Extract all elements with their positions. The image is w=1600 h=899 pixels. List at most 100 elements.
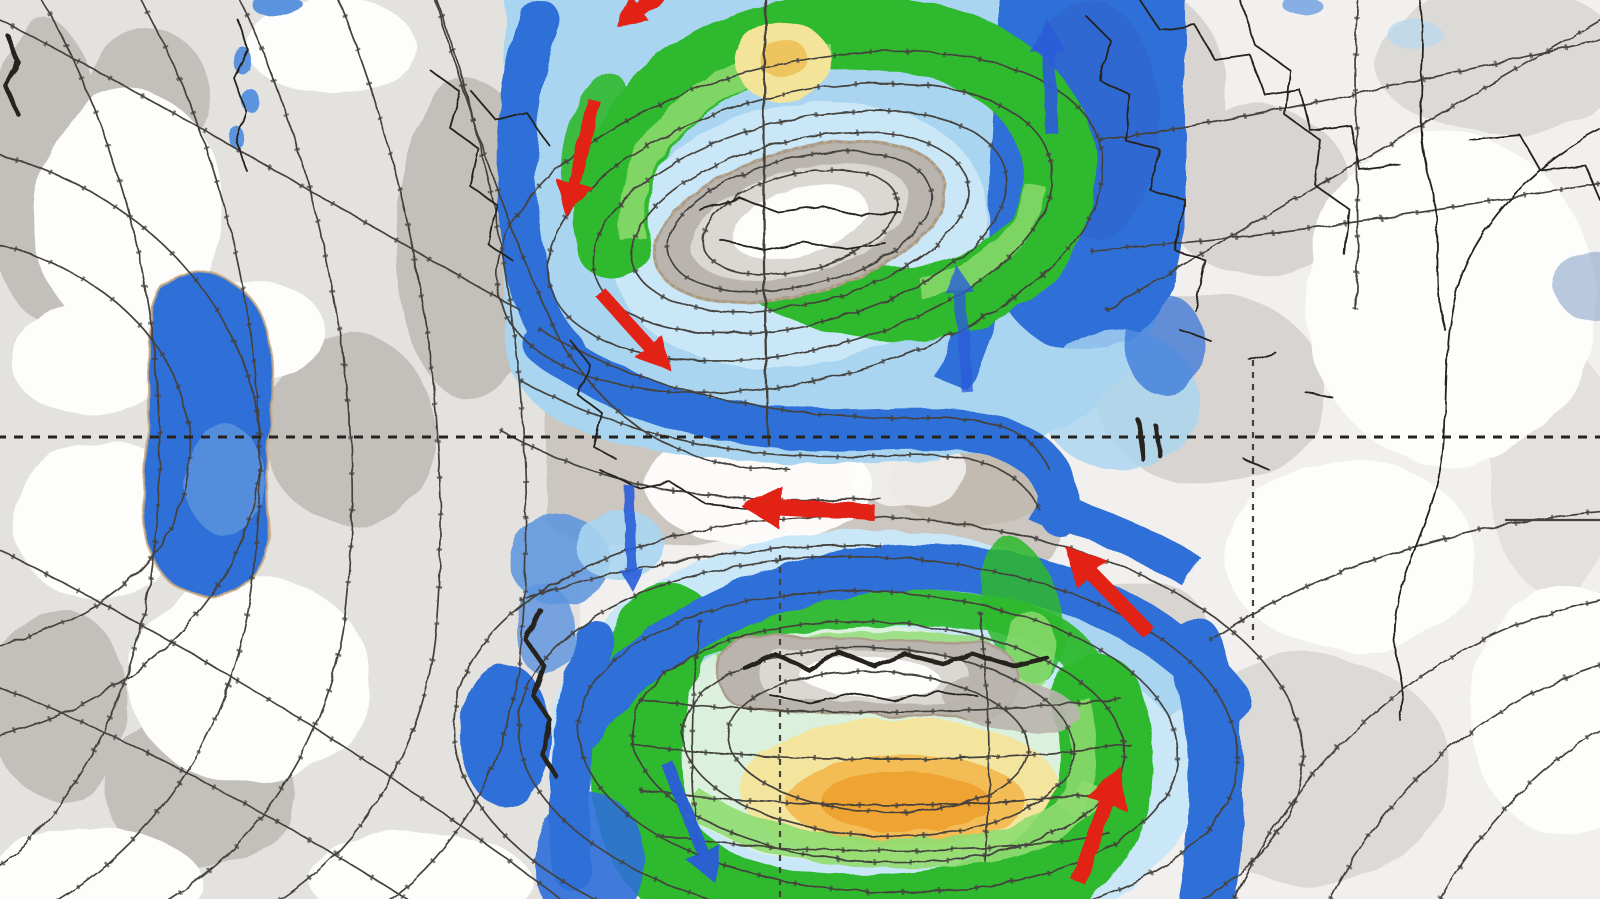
fan-arc <box>1234 599 1600 899</box>
cloud-gap <box>10 305 170 415</box>
vortex-arc-ticks <box>545 80 1055 364</box>
streamline <box>0 0 161 868</box>
streamline <box>0 19 521 311</box>
cloud-gap <box>130 575 370 785</box>
blue-arrow-down-saddle <box>619 483 645 592</box>
vortex-arc-ticks <box>665 149 935 295</box>
interior-line <box>639 789 1121 806</box>
interior-line <box>979 611 990 861</box>
lower-cyclone-orange-core <box>820 772 990 832</box>
streamline <box>0 686 409 899</box>
coastline <box>1419 0 1446 331</box>
lower-cyclone-blue-edge <box>515 585 575 675</box>
right-edge-bluegray <box>1555 250 1600 320</box>
red-arrow-upper-left-down <box>555 98 601 216</box>
vortex-arc-ticks <box>629 618 1127 866</box>
cloud-patch <box>1160 105 1350 275</box>
blue-arrow-up-right-flank <box>1030 20 1066 135</box>
cloud-gap <box>1470 585 1600 835</box>
lower-eye-tail <box>941 676 1081 734</box>
black-coast-marks <box>1135 417 1163 463</box>
streamline <box>1089 182 1600 251</box>
interior-line <box>659 833 1111 852</box>
coastline <box>429 69 513 261</box>
coastline <box>1393 129 1600 721</box>
saddle-left-lightblue <box>575 510 665 580</box>
red-arrow-mid-up-left <box>1066 547 1154 638</box>
streamline <box>1354 0 1359 311</box>
coastline-layer <box>3 0 1600 779</box>
vortex-arc-ticks <box>575 588 1181 896</box>
upper-vortex-axis-line <box>762 0 770 446</box>
streamline <box>0 154 261 736</box>
streamline <box>499 429 881 502</box>
cloud-gap <box>310 832 530 899</box>
coastline <box>1084 14 1206 311</box>
black-coast-marks <box>523 607 559 779</box>
coastline <box>1239 0 1351 256</box>
vortex-arc-ticks <box>590 107 1010 337</box>
streamline-ticks <box>0 546 562 899</box>
vortex-arc-ticks <box>699 166 901 278</box>
lower-cyclone <box>515 488 1251 899</box>
lower-eye-white <box>800 656 940 698</box>
left-blue-blob-tan-edge <box>143 271 274 598</box>
topright-pale-blue <box>1387 21 1443 49</box>
upper-eye-white <box>732 184 868 260</box>
left-blue-blob-light-core <box>185 425 265 535</box>
coastline <box>233 19 249 173</box>
flow-arrows-layer <box>555 0 1154 885</box>
red-arrow-saddle-left <box>740 485 875 530</box>
fan-arc-ticks <box>1437 726 1600 899</box>
coastline <box>599 469 747 509</box>
upper-eye-scribble <box>699 197 901 217</box>
red-arrow-top-edge <box>616 0 666 26</box>
coastline <box>569 339 617 460</box>
streamline <box>519 544 881 601</box>
red-arrow-lower-up-right <box>1070 766 1128 885</box>
coast-blue-speck <box>242 88 258 112</box>
upper-cyclone-yellow-core <box>759 38 807 78</box>
right-flank-deepblue <box>1125 295 1205 395</box>
streamline-straight <box>1105 18 1600 311</box>
lower-eye-scribble <box>769 690 979 704</box>
red-arrow-upper-down-right <box>595 287 670 370</box>
cloud-gap <box>245 0 415 93</box>
coastline-islands <box>1179 329 1334 471</box>
streamline <box>0 243 191 647</box>
coastline <box>1139 0 1401 171</box>
upper-eye-tan-speckle <box>653 140 947 304</box>
lower-cyclone-deepblue-right-band <box>1167 617 1244 899</box>
lower-cyclone-deepblue-diag <box>1030 488 1202 587</box>
streamline <box>434 0 791 471</box>
vortex-arc-ticks <box>450 513 1306 899</box>
upper-eye-scribble <box>719 239 887 251</box>
blue-arrow-down-lower-left <box>660 759 721 884</box>
cloud-gap <box>1305 135 1595 465</box>
fan-arc <box>1209 510 1600 641</box>
top-blue-speck <box>252 0 304 16</box>
lower-cyclone-lightgreen-inner <box>681 777 1109 869</box>
interior-line-ticks <box>631 741 1131 762</box>
upper-cyclone-deepblue-left-band <box>496 0 585 370</box>
black-coast-marks <box>3 33 21 117</box>
streamline <box>539 329 1051 471</box>
streamline <box>57 0 261 899</box>
topright-blue-speck <box>1283 0 1323 15</box>
cloud-gap <box>0 828 200 899</box>
streamline <box>1099 39 1600 141</box>
misc-precip-blobs <box>143 0 1600 807</box>
streamline <box>279 0 442 899</box>
interior-line <box>639 697 1121 713</box>
reference-lines <box>0 360 1600 899</box>
streamline-ticks <box>163 0 355 899</box>
blue-arrow-up-inner-flank <box>945 266 974 393</box>
vortex-arc-ticks <box>679 644 1077 840</box>
fan-arc <box>1329 664 1600 899</box>
upper-cyclone-deepblue-bottom-band <box>524 324 1082 536</box>
vortex-arc-ticks <box>515 553 1241 899</box>
lower-eye-scribble <box>742 649 1050 673</box>
